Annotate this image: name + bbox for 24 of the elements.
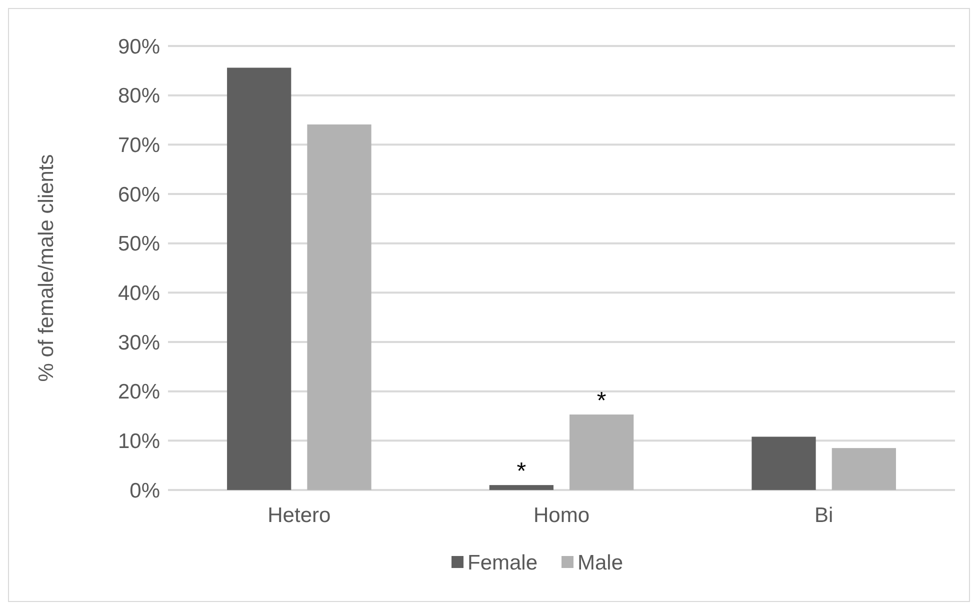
bar [570, 414, 634, 490]
y-tick-label: 90% [118, 35, 160, 58]
y-tick-label: 30% [118, 331, 160, 354]
legend-label: Male [578, 551, 624, 574]
x-tick-label: Homo [533, 504, 590, 527]
x-tick-label: Hetero [268, 504, 331, 527]
x-tick-label: Bi [814, 504, 834, 527]
y-tick-label: 50% [118, 232, 160, 256]
y-tick-label: 10% [118, 430, 160, 454]
bar [489, 485, 554, 490]
annotation: * [516, 458, 526, 486]
annotation: * [596, 388, 606, 415]
bar [832, 448, 896, 490]
y-tick-label: 20% [118, 380, 160, 404]
y-tick-label: 70% [118, 134, 160, 158]
bar [752, 436, 816, 490]
y-tick-label: 0% [130, 479, 160, 502]
bar [307, 124, 372, 490]
bar [227, 68, 292, 490]
y-tick-label: 60% [118, 183, 160, 206]
y-tick-label: 40% [118, 282, 160, 306]
legend-label: Female [468, 551, 538, 574]
y-axis-title: % of female/male clients [35, 154, 58, 382]
y-tick-label: 80% [118, 84, 160, 108]
